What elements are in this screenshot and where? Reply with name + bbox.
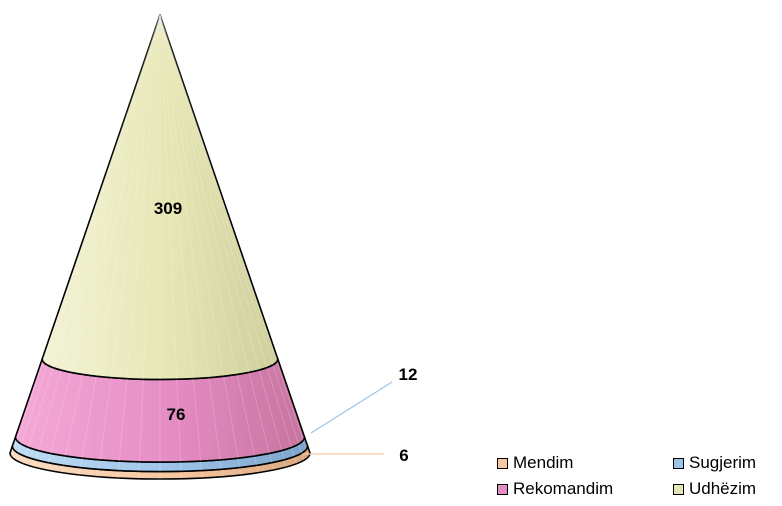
data-label-udhezim: 309	[154, 199, 182, 218]
legend-label-rekomandim: Rekomandim	[513, 479, 614, 498]
cone-band-udhezim	[41, 14, 279, 381]
data-labels: 309 76 12 6	[154, 199, 418, 465]
legend: Mendim Sugjerim Rekomandim Udhëzim	[497, 453, 782, 503]
legend-item-rekomandim: Rekomandim	[497, 479, 613, 499]
cone-facets-mendim	[11, 449, 309, 479]
legend-label-sugjerim: Sugjerim	[689, 453, 757, 472]
legend-label-mendim: Mendim	[513, 453, 574, 472]
cone-facets-rekomandim	[16, 361, 304, 463]
legend-item-udhezim: Udhëzim	[673, 479, 756, 499]
cone	[9, 14, 311, 480]
leader-line-sugjerim	[310, 381, 393, 434]
cone-facets-sugjerim	[13, 440, 307, 472]
legend-label-udhezim: Udhëzim	[689, 479, 757, 498]
legend-swatch-mendim	[497, 457, 508, 469]
legend-swatch-udhezim	[673, 483, 684, 495]
legend-swatch-sugjerim	[673, 457, 684, 469]
data-label-sugjerim: 12	[399, 365, 418, 384]
data-label-mendim: 6	[399, 446, 408, 465]
leader-lines	[302, 381, 393, 455]
legend-item-mendim: Mendim	[497, 453, 573, 473]
legend-swatch-rekomandim	[497, 483, 508, 495]
legend-item-sugjerim: Sugjerim	[673, 453, 756, 473]
data-label-rekomandim: 76	[167, 405, 186, 424]
cone-facets-udhezim	[42, 14, 278, 380]
